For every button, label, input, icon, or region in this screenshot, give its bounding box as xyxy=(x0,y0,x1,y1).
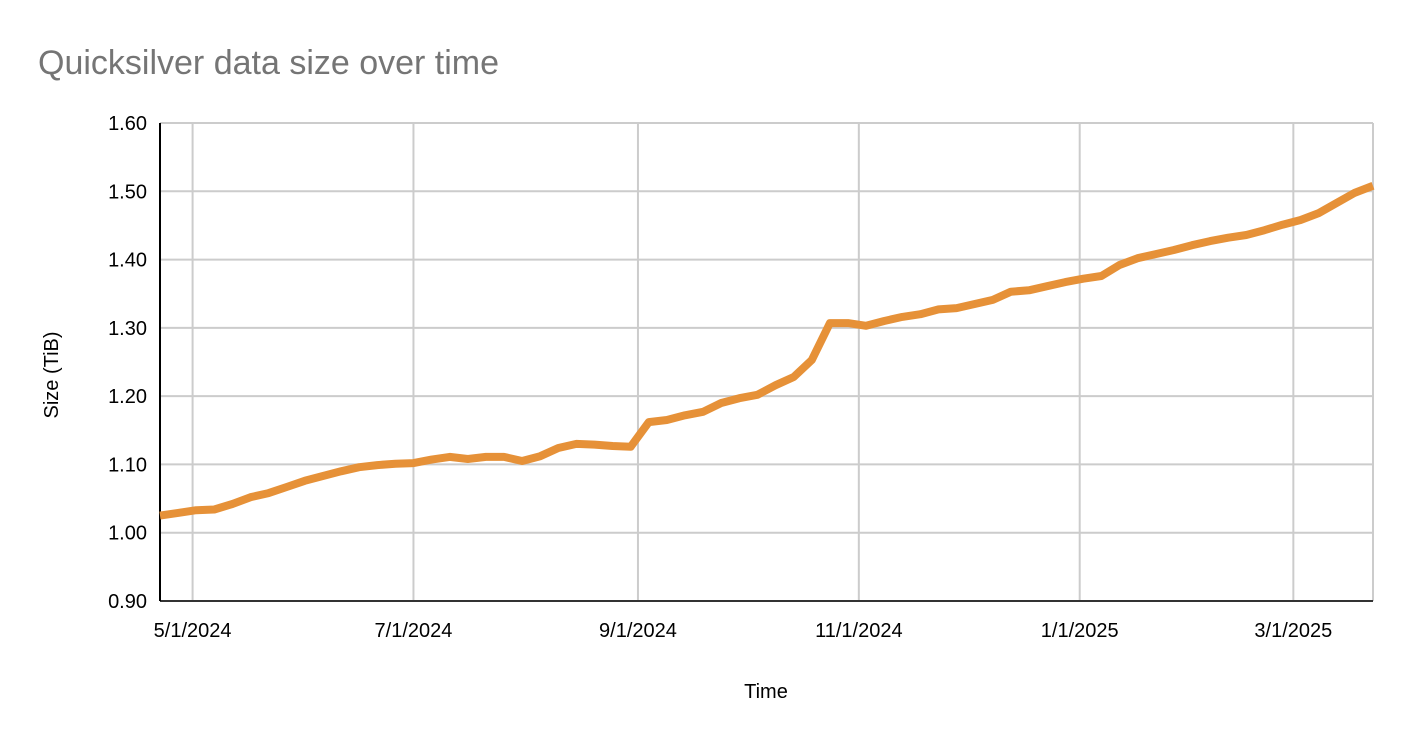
x-axis-ticks: 5/1/2024 7/1/2024 9/1/2024 11/1/2024 1/1/202… xyxy=(154,620,1333,642)
x-tick-label: 5/1/2024 xyxy=(154,620,232,642)
y-tick-label: 1.50 xyxy=(108,181,147,203)
y-tick-label: 0.90 xyxy=(108,591,147,613)
x-tick-label: 1/1/2025 xyxy=(1041,620,1119,642)
y-axis-label: Size (TiB) xyxy=(41,331,63,418)
y-tick-label: 1.40 xyxy=(108,250,147,272)
y-tick-label: 1.30 xyxy=(108,318,147,340)
series-line xyxy=(160,186,1373,516)
gridlines xyxy=(160,123,1373,601)
x-axis-label: Time xyxy=(744,681,788,703)
y-tick-label: 1.20 xyxy=(108,386,147,408)
y-tick-label: 1.60 xyxy=(108,113,147,135)
y-tick-label: 1.00 xyxy=(108,523,147,545)
y-axis-ticks: 0.90 1.00 1.10 1.20 1.30 1.40 1.50 1.60 xyxy=(108,113,147,613)
x-tick-label: 11/1/2024 xyxy=(815,620,903,642)
chart-title: Quicksilver data size over time xyxy=(38,44,499,82)
x-tick-label: 3/1/2025 xyxy=(1254,620,1332,642)
x-tick-label: 9/1/2024 xyxy=(599,620,677,642)
y-tick-label: 1.10 xyxy=(108,454,147,476)
x-tick-label: 7/1/2024 xyxy=(375,620,453,642)
series-group xyxy=(160,186,1373,516)
